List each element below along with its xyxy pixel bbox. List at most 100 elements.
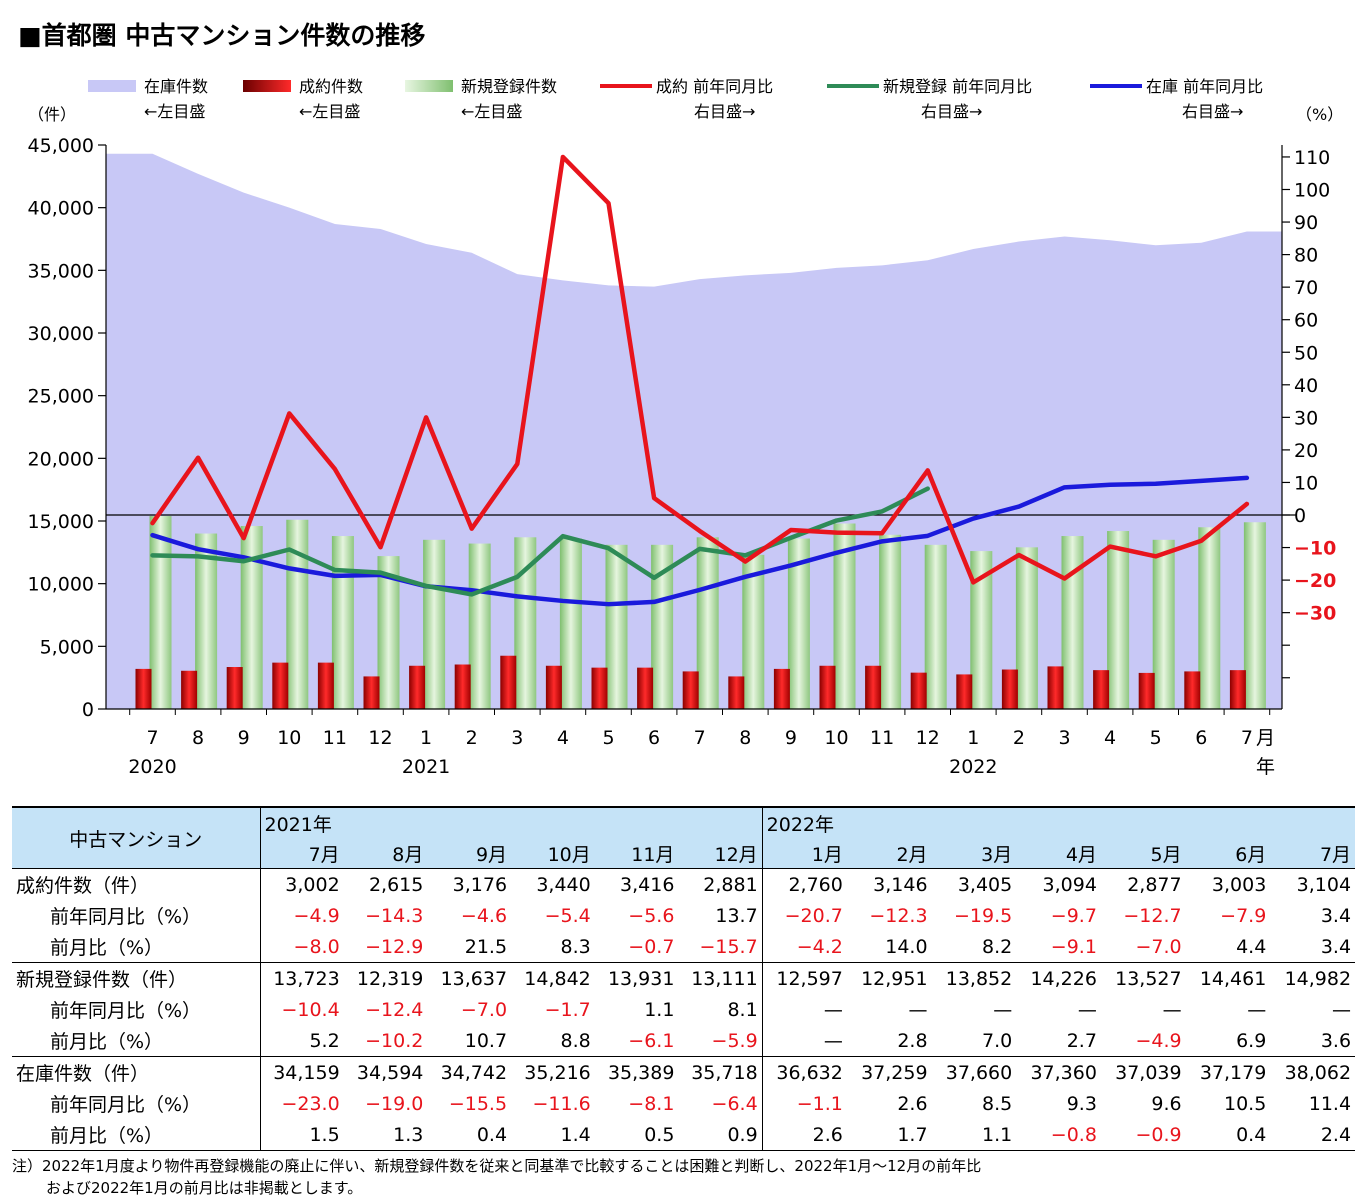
table-cell: 2,615 (343, 868, 428, 900)
new-listings-bar (970, 551, 993, 709)
new-listings-bar (924, 544, 947, 709)
table-cell: 14,982 (1270, 962, 1356, 994)
table-cell: 3.4 (1320, 935, 1352, 958)
new-listings-bar (1107, 531, 1130, 709)
contracts-bar (819, 665, 836, 709)
table-month-header: 9月 (427, 838, 512, 869)
table-cell: — (823, 998, 843, 1021)
table-month-header: 8月 (343, 838, 428, 869)
right-tick-label: −10 (1294, 538, 1336, 560)
table-cell: 3,002 (260, 868, 344, 900)
table-row: 前月比（%） −8.0 −12.9 21.5 8.3 −0.7 −15.7 −4.2 14.0 8… (12, 931, 1355, 963)
table-cell: 21.5 (464, 935, 508, 958)
table-cell: 34,159 (260, 1056, 344, 1088)
table-cell: 34,742 (427, 1056, 512, 1088)
table-cell: −4.9 (1135, 1029, 1182, 1052)
table-cell: −8.0 (293, 935, 340, 958)
table-cell: 2.6 (812, 1123, 843, 1146)
data-table-wrapper: 中古マンション 2021年 2022年 7月 8月 9月 10月 11月 12月 1月 2月 3… (12, 806, 1356, 1151)
table-cell: — (1332, 998, 1352, 1021)
left-tick-label: 20,000 (28, 448, 94, 470)
x-tick-label: 3 (511, 727, 523, 749)
right-tick-label: 70 (1294, 277, 1318, 299)
new-listings-bar (240, 526, 263, 709)
table-cell: 8.2 (982, 935, 1013, 958)
table-body: 成約件数（件） 3,002 2,615 3,176 3,440 3,416 2,881 2,7… (12, 868, 1356, 1151)
inventory-yoy-line (150, 475, 1250, 607)
table-row-label: 前月比（%） (12, 1119, 261, 1151)
table-cell: −6.1 (628, 1029, 675, 1052)
table-cell: 12,597 (762, 962, 847, 994)
plot-area: 45,00040,00035,00030,00025,00020,00015,0… (28, 135, 1337, 778)
x-year-unit: 年 (1256, 756, 1275, 778)
new-listings-bar (195, 533, 218, 709)
left-unit: （件） (28, 105, 76, 124)
table-month-header: 4月 (1016, 838, 1101, 869)
legend-swatch-1 (243, 80, 291, 92)
table-cell: 37,179 (1185, 1056, 1271, 1088)
new-listings-bar (468, 543, 491, 709)
new-listings-bar (651, 544, 674, 709)
legend-swatch-2 (405, 80, 453, 92)
table-cell: 3,003 (1185, 868, 1271, 900)
table-cell: 13,852 (931, 962, 1017, 994)
table-cell: −9.7 (1050, 904, 1097, 927)
new-listings-bar (787, 538, 810, 709)
table-cell: −20.7 (784, 904, 843, 927)
x-tick-label: 10 (277, 727, 301, 749)
contracts-bar (1138, 672, 1155, 709)
x-tick-label: 7 (146, 727, 158, 749)
table-cell: 9.3 (1066, 1092, 1097, 1115)
x-tick-label: 11 (870, 727, 894, 749)
table-cell: 35,216 (511, 1056, 595, 1088)
new-listings-bar (742, 554, 765, 709)
right-tick-label: 10 (1294, 472, 1318, 494)
table-cell: 35,718 (678, 1056, 763, 1088)
table-row-label: 前年同月比（%） (12, 1088, 261, 1119)
table-cell: 38,062 (1270, 1056, 1356, 1088)
left-tick-label: 0 (82, 699, 94, 721)
right-tick-label: 110 (1294, 147, 1330, 169)
table-cell: −7.9 (1220, 904, 1267, 927)
x-tick-label: 8 (739, 727, 751, 749)
table-cell: −19.5 (954, 904, 1013, 927)
contracts-bar (1093, 670, 1110, 709)
table-cell: 4.4 (1236, 935, 1267, 958)
table-month-header: 2月 (846, 838, 932, 869)
table-cell: −8.1 (628, 1092, 675, 1115)
table-cell: 10.7 (464, 1029, 508, 1052)
footnote: 注）2022年1月度より物件再登録機能の廃止に伴い、新規登録件数を従来と同基準で… (12, 1155, 1352, 1199)
table-row-label: 新規登録件数（件） (12, 962, 261, 994)
table-cell: 37,360 (1016, 1056, 1101, 1088)
new-listings-bar (605, 544, 628, 709)
table-cell: 13,637 (427, 962, 512, 994)
contracts-bar (865, 665, 882, 709)
table-cell: −10.4 (281, 998, 340, 1021)
new-listings-bar (1198, 527, 1221, 709)
right-tick-label: 30 (1294, 407, 1318, 429)
new-listings-bar (559, 538, 582, 709)
contracts-bar (500, 655, 517, 709)
table-cell: 1.5 (309, 1123, 340, 1146)
table-cell: −5.9 (678, 1025, 763, 1057)
x-tick-label: 12 (916, 727, 940, 749)
right-tick-label: 80 (1294, 245, 1318, 267)
table-cell: −4.6 (460, 904, 508, 927)
x-tick-label: 3 (1058, 727, 1070, 749)
left-tick-label: 5,000 (40, 636, 94, 658)
table-cell: −23.0 (281, 1092, 340, 1115)
left-tick-label: 45,000 (28, 135, 94, 157)
table-cell: 5.2 (309, 1029, 340, 1052)
left-tick-label: 40,000 (28, 198, 94, 220)
table-cell: −7.0 (1135, 935, 1182, 958)
contracts-bar (910, 672, 927, 709)
table-cell: −12.4 (365, 998, 424, 1021)
table-cell: 3,104 (1270, 868, 1356, 900)
new-listings-bar (149, 515, 172, 709)
table-cell: −4.9 (293, 904, 340, 927)
x-tick-label: 9 (785, 727, 797, 749)
contracts-bar (363, 676, 380, 709)
table-cell: −4.2 (796, 935, 843, 958)
table-cell: 36,632 (762, 1056, 847, 1088)
